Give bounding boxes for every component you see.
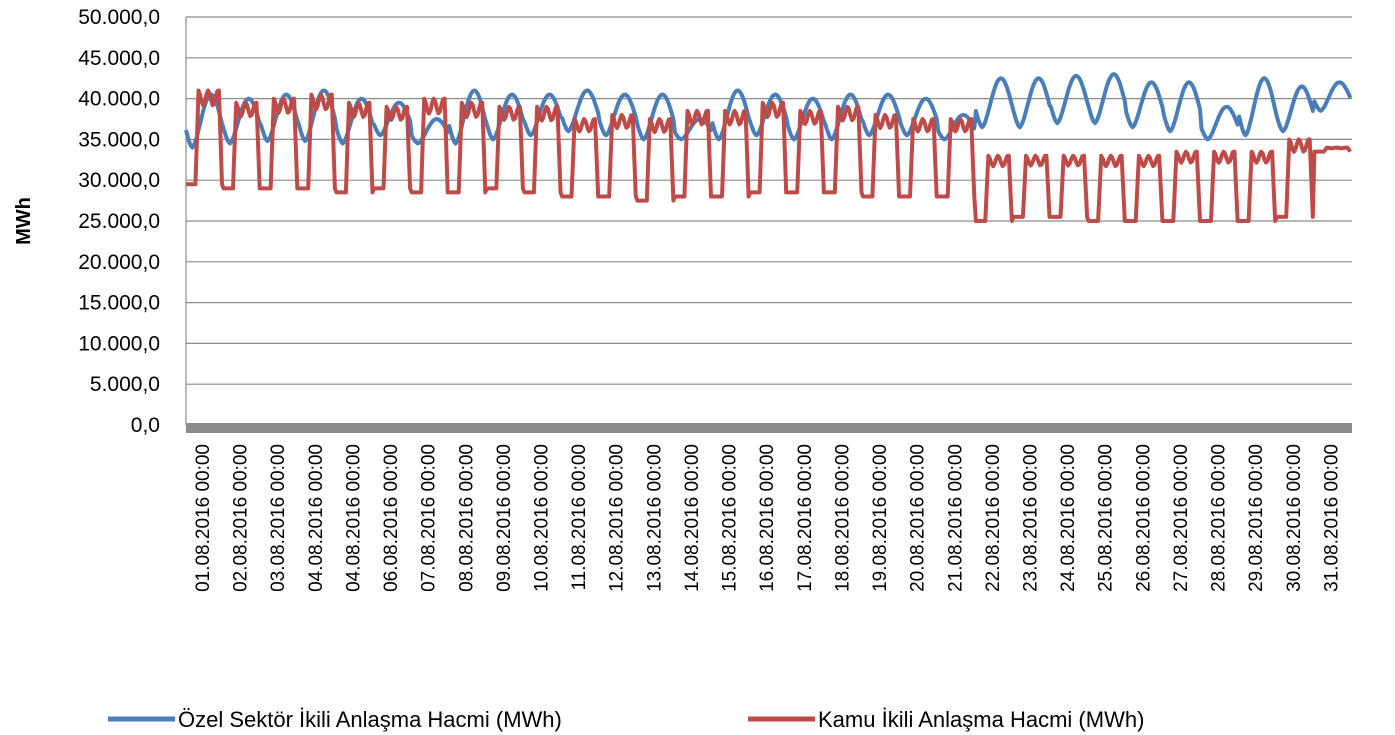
x-tick-label: 03.08.2016 00:00 [268,444,289,592]
series-line-1 [185,88,1352,223]
y-tick-label: 5.000,0 [90,373,160,396]
x-tick-label: 01.08.2016 00:00 [193,444,214,592]
x-tick-label: 16.08.2016 00:00 [757,444,778,592]
x-tick-label: 30.08.2016 00:00 [1284,444,1305,592]
x-tick-label: 02.08.2016 00:00 [231,444,252,592]
x-axis-band [186,423,1352,433]
legend-label-kamu: Kamu İkili Anlaşma Hacmi (MWh) [818,707,1144,732]
x-tick-label: 20.08.2016 00:00 [908,444,929,592]
x-tick-label: 11.08.2016 00:00 [569,444,590,591]
y-tick-label: 45.000,0 [78,47,160,70]
series-line-0 [184,72,1353,150]
x-tick-label: 26.08.2016 00:00 [1133,444,1154,592]
series-lines [184,72,1353,223]
x-tick-label: 15.08.2016 00:00 [720,444,741,592]
legend: Özel Sektör İkili Anlaşma Hacmi (MWh) Ka… [108,707,1144,732]
x-tick-label: 17.08.2016 00:00 [795,444,816,592]
x-tick-label: 24.08.2016 00:00 [1058,444,1079,592]
y-tick-label: 0,0 [131,414,160,437]
x-tick-label: 14.08.2016 00:00 [682,444,703,592]
legend-label-ozel: Özel Sektör İkili Anlaşma Hacmi (MWh) [178,707,562,732]
x-tick-label: 18.08.2016 00:00 [832,444,853,592]
x-tick-label: 23.08.2016 00:00 [1020,444,1041,592]
x-tick-label: 10.08.2016 00:00 [532,444,553,592]
y-tick-label: 30.000,0 [78,169,160,192]
x-tick-label: 31.08.2016 00:00 [1321,444,1342,592]
y-tick-label: 10.000,0 [78,332,160,355]
y-axis-label: MWh [13,197,35,245]
x-tick-label: 12.08.2016 00:00 [607,444,628,592]
x-tick-label: 04.08.2016 00:00 [343,444,364,592]
x-tick-label: 19.08.2016 00:00 [870,444,891,592]
x-tick-label: 04.08.2016 00:00 [306,444,327,592]
x-tick-label: 28.08.2016 00:00 [1209,444,1230,592]
y-tick-label: 20.000,0 [78,251,160,274]
y-tick-label: 35.000,0 [78,128,160,151]
x-tick-label: 25.08.2016 00:00 [1096,444,1117,592]
x-tick-label: 27.08.2016 00:00 [1171,444,1192,592]
x-tick-label: 09.08.2016 00:00 [494,444,515,592]
y-tick-label: 15.000,0 [78,292,160,315]
x-axis-ticks: 01.08.2016 00:00 02.08.2016 00:00 03.08.20… [193,444,1342,592]
y-tick-label: 40.000,0 [78,88,160,111]
x-tick-label: 29.08.2016 00:00 [1246,444,1267,592]
y-tick-label: 25.000,0 [78,210,160,233]
x-tick-label: 13.08.2016 00:00 [644,444,665,592]
x-tick-label: 07.08.2016 00:00 [419,444,440,592]
x-tick-label: 21.08.2016 00:00 [945,444,966,592]
y-axis-ticks: 0,0 5.000,0 10.000,0 15.000,0 20.000,0 25.000… [78,6,160,437]
y-tick-label: 50.000,0 [78,6,160,29]
x-tick-label: 06.08.2016 00:00 [381,444,402,592]
x-tick-label: 22.08.2016 00:00 [983,444,1004,592]
grid-lines [185,16,1352,426]
x-tick-label: 08.08.2016 00:00 [456,444,477,592]
